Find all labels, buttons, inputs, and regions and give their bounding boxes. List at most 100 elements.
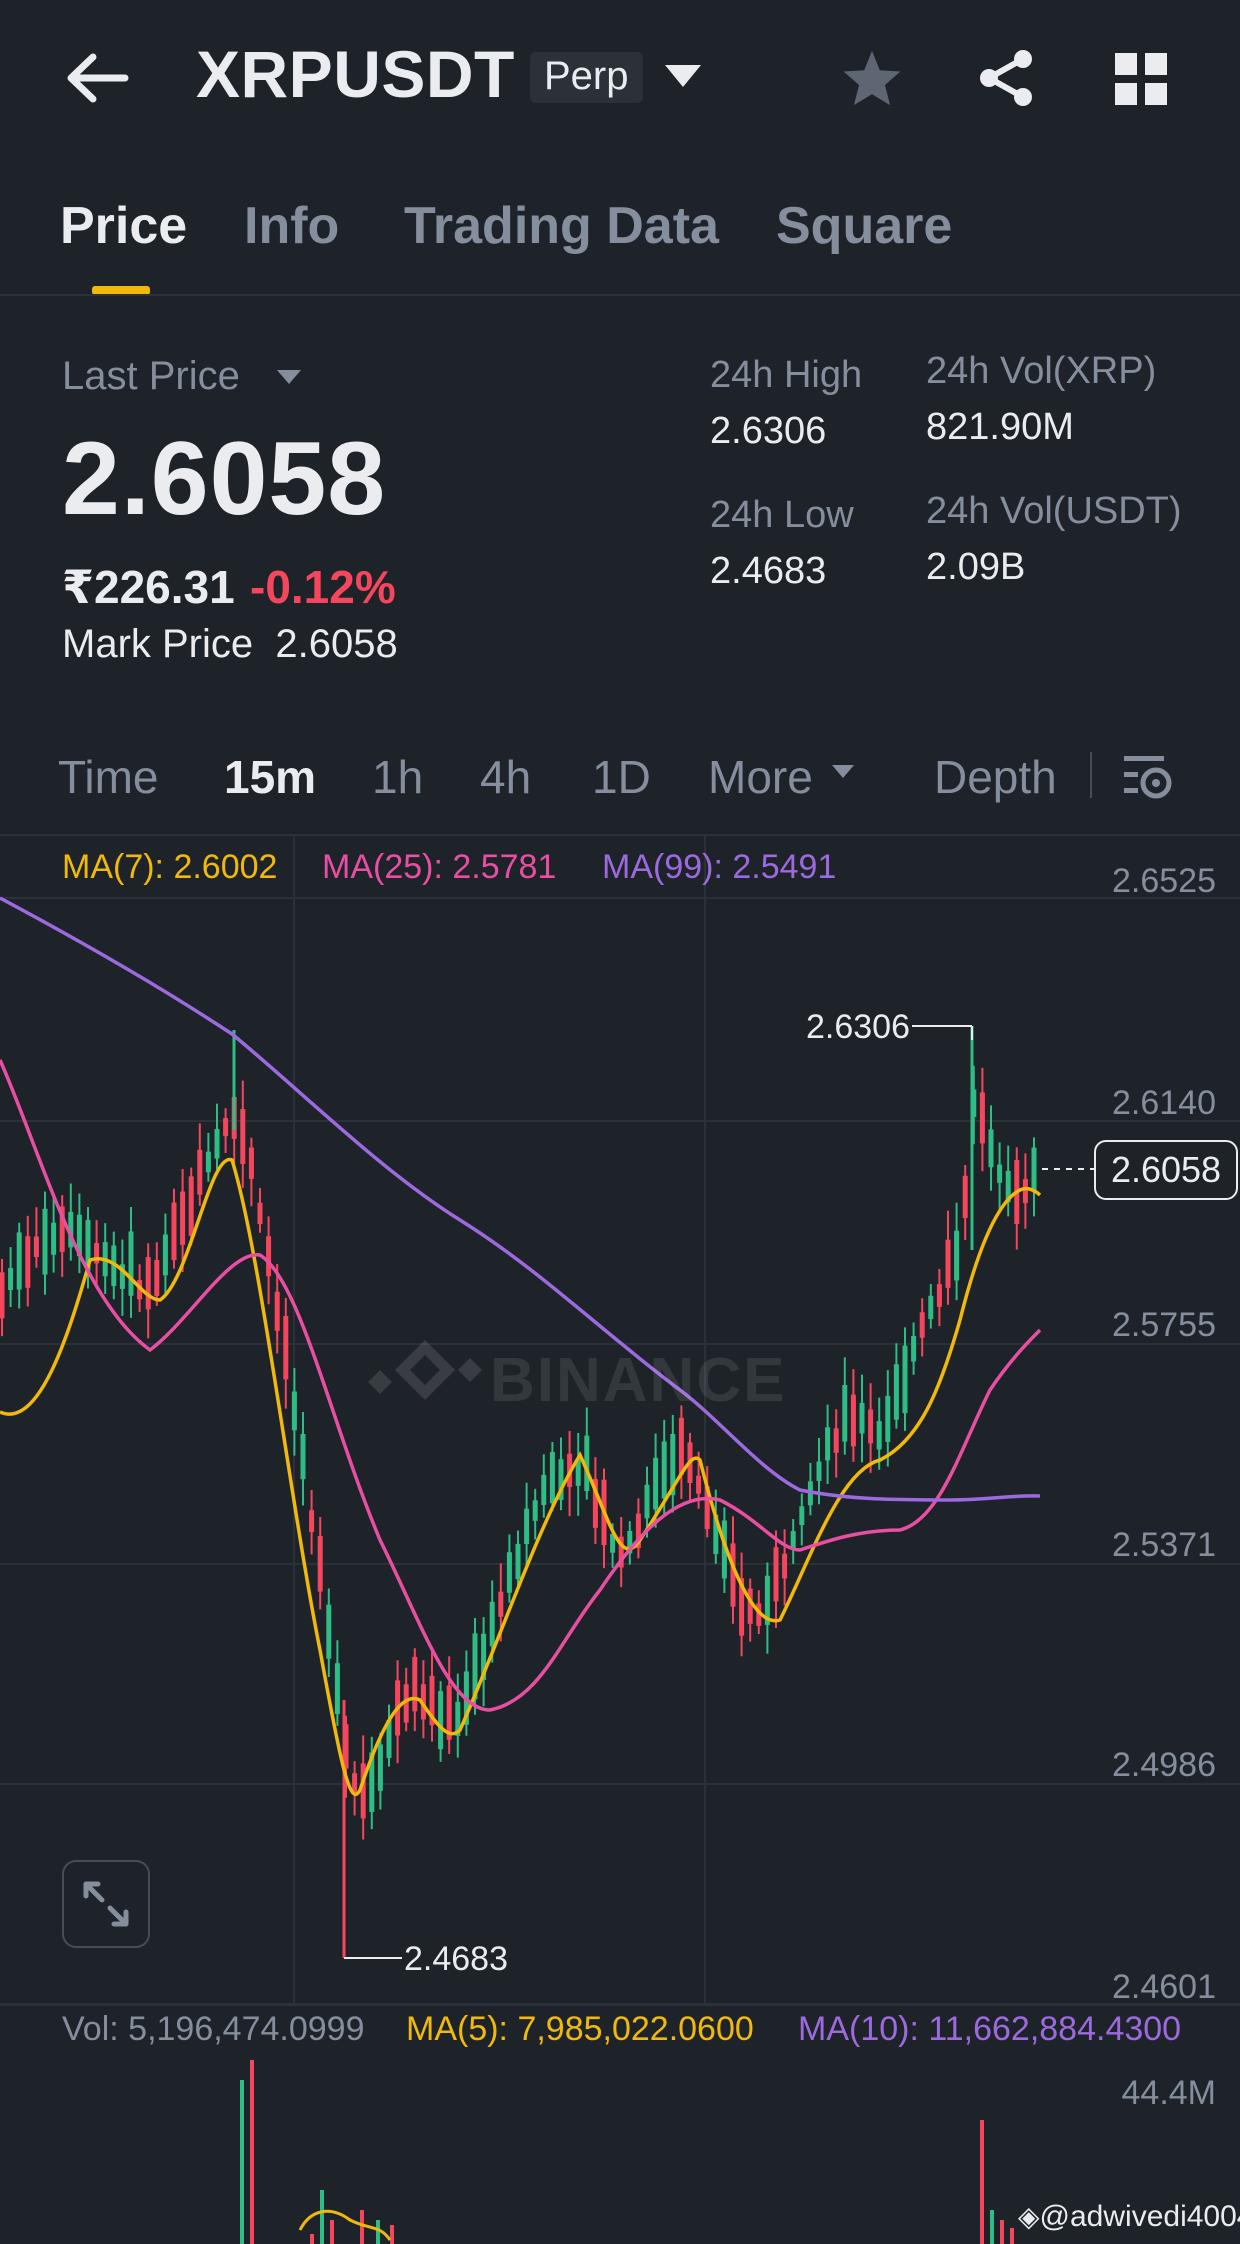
candle	[283, 1315, 289, 1380]
binance-logo-icon: ◈	[1018, 2201, 1040, 2232]
low-24h-value: 2.4683	[710, 550, 827, 592]
interval-15m[interactable]: 15m	[224, 751, 317, 803]
back-arrow-icon[interactable]	[62, 46, 132, 110]
candle	[188, 1176, 194, 1236]
ma99-label: MA(99): 2.5491	[602, 848, 837, 886]
candle	[481, 1633, 487, 1681]
candle	[584, 1435, 590, 1492]
candle	[360, 1763, 366, 1819]
candle	[549, 1452, 555, 1504]
volume-divider	[0, 2004, 1240, 2006]
star-icon[interactable]	[838, 44, 906, 112]
candle	[704, 1486, 710, 1530]
binance-watermark-text: BINANCE	[490, 1346, 787, 1415]
volume-bar	[330, 2220, 334, 2244]
candle	[825, 1427, 831, 1461]
candle	[1031, 1147, 1037, 1193]
volume-bar	[376, 2220, 380, 2244]
mark-price: Mark Price 2.6058	[62, 622, 398, 667]
candle	[197, 1149, 203, 1195]
chevron-down-icon[interactable]	[660, 58, 706, 94]
candle	[205, 1151, 211, 1173]
candle	[764, 1575, 770, 1625]
y-tick-label: 2.6525	[1112, 862, 1216, 900]
symbol-title[interactable]: XRPUSDT	[196, 37, 515, 111]
chart-settings-icon[interactable]	[1118, 748, 1176, 804]
last-price-label[interactable]: Last Price	[62, 354, 240, 398]
interval-1h[interactable]: 1h	[372, 751, 424, 803]
candle	[859, 1402, 865, 1434]
candle	[386, 1719, 392, 1758]
tab-square[interactable]: Square	[776, 197, 953, 255]
candle	[94, 1243, 100, 1264]
more-dropdown-icon[interactable]	[828, 760, 858, 784]
tab-trading-data[interactable]: Trading Data	[404, 197, 719, 255]
chart-grid	[0, 836, 1240, 2004]
volume-bars	[240, 2060, 1014, 2244]
y-tick-label: 2.5755	[1112, 1306, 1216, 1344]
candle	[343, 1724, 349, 1769]
candle	[962, 1175, 968, 1218]
active-tab-indicator	[92, 286, 150, 295]
mark-price-value: 2.6058	[275, 622, 398, 666]
last-price-dropdown-icon[interactable]	[272, 364, 306, 390]
candle	[369, 1752, 375, 1812]
current-price-tag: 2.6058	[1094, 1140, 1238, 1200]
inr-price: ₹226.31	[62, 561, 235, 613]
candle	[300, 1433, 306, 1480]
ma7-line	[0, 1158, 1042, 1797]
candle	[739, 1578, 745, 1636]
candle	[334, 1663, 340, 1715]
candle	[627, 1530, 633, 1554]
candle	[326, 1604, 332, 1659]
candle	[257, 1202, 263, 1225]
depth-tab[interactable]: Depth	[934, 751, 1057, 803]
ma99-line	[0, 896, 1041, 1502]
mark-price-label: Mark Price	[62, 622, 254, 666]
candle	[162, 1234, 168, 1276]
y-tick-label: 2.5371	[1112, 1526, 1216, 1564]
y-tick-label: 2.4986	[1112, 1746, 1216, 1784]
tab-price[interactable]: Price	[60, 197, 188, 255]
volume-bar	[1010, 2228, 1014, 2244]
candle	[489, 1601, 495, 1647]
candle	[661, 1441, 667, 1499]
interval-1d[interactable]: 1D	[592, 751, 651, 803]
candle	[756, 1603, 762, 1626]
candle	[541, 1474, 547, 1505]
candle	[403, 1684, 409, 1723]
volume-bar	[320, 2190, 324, 2244]
low-marker-label: 2.4683	[404, 1940, 508, 1978]
volume-max-label: 44.4M	[1121, 2074, 1217, 2112]
interval-more[interactable]: More	[708, 751, 813, 803]
share-icon[interactable]	[972, 44, 1040, 112]
candle	[524, 1508, 530, 1545]
interval-time[interactable]: Time	[58, 751, 159, 803]
candle	[412, 1656, 418, 1712]
candle	[248, 1147, 254, 1179]
candle	[515, 1543, 521, 1580]
candle	[911, 1336, 917, 1362]
tab-info[interactable]: Info	[244, 197, 340, 255]
volume-bar	[240, 2080, 244, 2244]
candle	[928, 1295, 934, 1320]
candle	[988, 1129, 994, 1168]
candle	[68, 1211, 74, 1248]
candle	[773, 1547, 779, 1602]
candle	[670, 1433, 676, 1496]
candle	[291, 1391, 297, 1431]
volume-bar	[980, 2120, 984, 2244]
volume-bar	[310, 2234, 314, 2244]
candle	[592, 1479, 598, 1528]
candle	[713, 1514, 719, 1554]
grid-icon[interactable]	[1110, 48, 1172, 110]
candle	[653, 1457, 659, 1510]
y-tick-label: 2.4601	[1112, 1968, 1216, 2006]
fullscreen-button[interactable]	[62, 1860, 150, 1948]
candlestick-chart[interactable]	[0, 836, 1240, 2004]
candle	[438, 1691, 444, 1750]
candle	[833, 1428, 839, 1453]
interval-4h[interactable]: 4h	[480, 751, 532, 803]
candle	[59, 1206, 65, 1252]
candle	[919, 1312, 925, 1338]
